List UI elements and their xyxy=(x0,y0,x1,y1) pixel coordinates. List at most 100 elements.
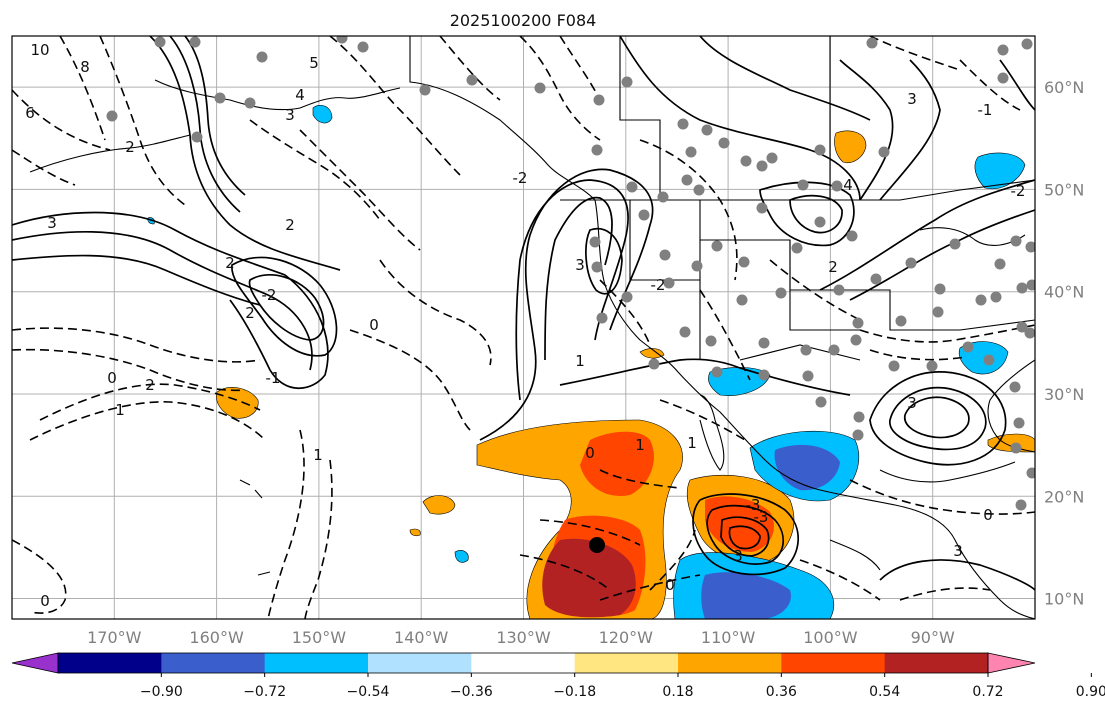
contour-label: 0 xyxy=(665,576,675,594)
station-dot xyxy=(593,94,605,106)
station-dot xyxy=(888,360,900,372)
station-dot xyxy=(814,144,826,156)
contour-label: 0 xyxy=(369,316,379,334)
colorbar-segment xyxy=(781,653,886,673)
colorbar-tick-label: 0.72 xyxy=(972,684,1003,700)
longitude-labels: 170°W 160°W 150°W 140°W 130°W 120°W 110°W 100°W… xyxy=(87,628,955,647)
station-dot xyxy=(1010,442,1022,454)
contour-label: -1 xyxy=(266,369,281,387)
latitude-labels: 60°N 50°N 40°N 30°N 20°N 10°N xyxy=(1044,78,1084,608)
station-dot xyxy=(895,315,907,327)
station-dot xyxy=(591,261,603,273)
station-dot xyxy=(852,429,864,441)
contour-label: 2 xyxy=(225,254,235,272)
station-dot xyxy=(1021,38,1033,50)
lon-tick-label: 150°W xyxy=(292,628,347,647)
contour-label: 3 xyxy=(907,90,917,108)
station-dot xyxy=(997,44,1009,56)
lon-tick-label: 130°W xyxy=(496,628,551,647)
contour-label: 3 xyxy=(733,547,743,565)
station-dot xyxy=(701,124,713,136)
contour-label: -2 xyxy=(651,276,666,294)
station-dot xyxy=(711,240,723,252)
station-dot xyxy=(693,184,705,196)
station-dot xyxy=(797,179,809,191)
station-dot xyxy=(997,72,1009,84)
station-dot xyxy=(711,366,723,378)
contour-label: 10 xyxy=(30,41,49,59)
colorbar-segment xyxy=(264,653,369,673)
contour-label: 3 xyxy=(285,106,295,124)
station-dot xyxy=(648,358,660,370)
station-dot xyxy=(596,312,608,324)
contour-label: 3 xyxy=(907,394,917,412)
station-dot xyxy=(800,344,812,356)
station-dot xyxy=(850,334,862,346)
station-dot xyxy=(357,41,369,53)
colorbar-tick-label: 0.36 xyxy=(766,684,797,700)
contour-label: 5 xyxy=(309,54,319,72)
lat-tick-label: 20°N xyxy=(1044,487,1084,506)
colorbar-tick-label: 0.54 xyxy=(869,684,900,700)
station-dot xyxy=(691,260,703,272)
station-dot xyxy=(589,236,601,248)
contour-label: 0 xyxy=(40,592,50,610)
station-dot xyxy=(591,144,603,156)
contour-label: -2 xyxy=(513,169,528,187)
station-dot xyxy=(926,360,938,372)
lon-tick-label: 170°W xyxy=(87,628,142,647)
map-frame xyxy=(11,35,1036,620)
contour-label: 2 xyxy=(285,216,295,234)
station-markers xyxy=(106,36,1035,511)
contour-label: 8 xyxy=(80,58,90,76)
station-dot xyxy=(244,97,256,109)
station-dot xyxy=(154,36,166,48)
station-dot xyxy=(681,174,693,186)
station-dot xyxy=(1024,327,1035,339)
lon-tick-label: 90°W xyxy=(911,628,955,647)
station-dot xyxy=(870,273,882,285)
station-dot xyxy=(766,152,778,164)
station-dot xyxy=(534,82,546,94)
station-dot xyxy=(833,284,845,296)
station-dot xyxy=(626,181,638,193)
station-dot xyxy=(1026,279,1035,291)
station-dot xyxy=(758,369,770,381)
station-dot xyxy=(1016,282,1028,294)
station-dot xyxy=(214,92,226,104)
contour-label: 2 xyxy=(125,138,135,156)
station-dot xyxy=(775,287,787,299)
station-dot xyxy=(638,209,650,221)
lon-tick-label: 100°W xyxy=(803,628,858,647)
lat-tick-label: 50°N xyxy=(1044,180,1084,199)
contour-label: -3 xyxy=(754,508,769,526)
contour-label: 0 xyxy=(107,369,117,387)
station-dot xyxy=(949,238,961,250)
coastlines xyxy=(29,36,1035,619)
station-dot xyxy=(1026,467,1035,479)
station-dot xyxy=(802,370,814,382)
colorbar-frame xyxy=(57,652,989,674)
lon-tick-label: 160°W xyxy=(189,628,244,647)
station-dot xyxy=(466,74,478,86)
station-dot xyxy=(336,36,348,44)
station-dot xyxy=(852,317,864,329)
contour-label: 1 xyxy=(635,436,645,454)
contour-label: 4 xyxy=(295,86,305,104)
station-dot xyxy=(866,37,878,49)
station-dot xyxy=(934,283,946,295)
colorbar-tick-label: −0.54 xyxy=(347,684,390,700)
colorbar-tick-label: 0.18 xyxy=(662,684,693,700)
station-dot xyxy=(846,230,858,242)
contour-label: -2 xyxy=(262,286,277,304)
storm-center-marker xyxy=(589,537,605,553)
colorbar-tick-label: −0.90 xyxy=(140,684,183,700)
station-dot xyxy=(718,137,730,149)
contour-label: -2 xyxy=(1011,182,1026,200)
contour-label: -3 xyxy=(746,496,761,514)
chart-title: 2025100200 F084 xyxy=(450,11,597,30)
colorbar-segment xyxy=(574,653,679,673)
